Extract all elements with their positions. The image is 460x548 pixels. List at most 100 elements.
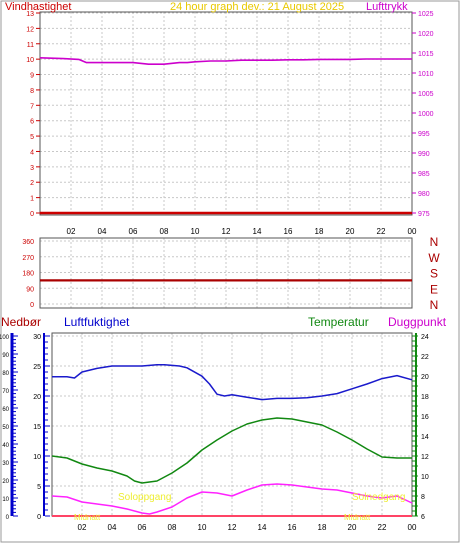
top-panel-x-tick-label: 16 (284, 227, 293, 236)
bottom-panel-x-tick-label: 10 (198, 523, 207, 532)
compass-label: N (430, 298, 439, 312)
temperature-tick-label: 18 (421, 394, 429, 401)
wind-speed-tick-label: 7 (30, 103, 34, 110)
rain-tick-label: 100 (0, 335, 10, 341)
wind-speed-tick-label: 11 (27, 42, 34, 49)
bottom-panel-x-tick-label: 06 (138, 523, 147, 532)
pressure-tick-label: 1015 (418, 51, 434, 58)
bottom-panel-x-tick-label: 20 (348, 523, 357, 532)
pressure-line (39, 57, 412, 65)
temperature-tick-label: 12 (421, 454, 429, 461)
dewpoint-line (51, 483, 413, 515)
pressure-tick-label: 990 (418, 151, 430, 158)
bottom-panel-x-tick-label: 16 (288, 523, 297, 532)
humidity-tick-label: 0 (37, 514, 41, 521)
wind-speed-tick-label: 12 (26, 26, 34, 33)
humidity-tick-label: 20 (33, 394, 41, 401)
wind-speed-tick-label: 13 (26, 11, 34, 18)
top-panel-axes: 0123456789101112139759809859909951000100… (26, 11, 433, 236)
bottom-panel-x-tick-label: 04 (108, 523, 117, 532)
wind-speed-tick-label: 6 (30, 119, 34, 126)
humidity-tick-label: 10 (33, 454, 41, 461)
chart-title: 24 hour graph dev.: 21 August 2025 (170, 1, 344, 13)
humidity-tick-label: 30 (33, 334, 41, 341)
rain-tick-label: 70 (2, 389, 9, 395)
pressure-tick-label: 980 (418, 191, 430, 198)
rain-tick-label: 50 (2, 425, 9, 431)
compass-label: E (430, 282, 438, 296)
top-panel-x-tick-label: 08 (160, 227, 169, 236)
compass-label: W (428, 251, 440, 265)
wind-speed-tick-label: 9 (30, 73, 34, 80)
wind-speed-tick-label: 2 (30, 180, 34, 187)
pressure-tick-label: 1020 (418, 31, 434, 38)
wind-speed-tick-label: 8 (30, 88, 34, 95)
pressure-tick-label: 995 (418, 131, 430, 138)
pressure-tick-label: 1005 (418, 91, 434, 98)
rain-tick-label: 90 (2, 353, 9, 359)
bottom-panel-x-tick-label: 12 (228, 523, 237, 532)
wind-speed-tick-label: 5 (30, 134, 34, 141)
rain-tick-label: 40 (2, 443, 9, 449)
humidity-line (52, 364, 413, 401)
pressure-axis-label: Lufttrykk (366, 1, 408, 13)
top-panel-x-tick-label: 22 (377, 227, 386, 236)
dewpoint-axis-label: Duggpunkt (388, 315, 447, 329)
temperature-tick-label: 16 (421, 414, 429, 421)
wind-direction-grid (40, 238, 413, 308)
bottom-panel-x-tick-label: 14 (258, 523, 267, 532)
humidity-axis-label: Luftfuktighet (64, 315, 130, 329)
direction-tick-label: 90 (26, 286, 34, 293)
sunrise-label: Soloppgang (118, 492, 171, 503)
pressure-tick-label: 1010 (418, 71, 434, 78)
wind-speed-tick-label: 4 (30, 149, 34, 156)
humidity-tick-label: 5 (37, 484, 41, 491)
wind-speed-tick-label: 0 (30, 211, 34, 218)
wind-speed-tick-label: 10 (26, 57, 34, 64)
temperature-tick-label: 10 (421, 474, 429, 481)
midnight-label-left: Midnatt (74, 513, 101, 522)
temperature-tick-label: 8 (421, 494, 425, 501)
pressure-tick-label: 975 (418, 211, 430, 218)
sunset-label: Solnedgang (352, 492, 405, 503)
wind-speed-axis-label: Vindhastighet (5, 1, 71, 13)
rain-axis-label: Nedbør (1, 315, 41, 329)
top-panel-x-tick-label: 02 (67, 227, 76, 236)
pressure-tick-label: 1000 (418, 111, 434, 118)
humidity-tick-label: 15 (33, 424, 41, 431)
humidity-tick-label: 25 (33, 364, 41, 371)
bottom-panel-x-tick-label: 00 (408, 523, 417, 532)
top-panel-x-tick-label: 10 (191, 227, 200, 236)
bottom-panel-x-tick-label: 08 (168, 523, 177, 532)
temperature-tick-label: 14 (421, 434, 429, 441)
temperature-axis-label: Temperatur (308, 315, 369, 329)
bottom-panel-series (51, 364, 413, 517)
rain-tick-label: 30 (2, 461, 9, 467)
rain-tick-label: 80 (2, 371, 9, 377)
rain-tick-label: 0 (6, 515, 10, 521)
rain-tick-label: 10 (2, 497, 9, 503)
top-panel-series (39, 57, 412, 215)
bottom-panel-x-tick-label: 02 (78, 523, 87, 532)
compass-label: S (430, 267, 438, 281)
top-panel-x-tick-label: 18 (315, 227, 324, 236)
top-panel-x-tick-label: 12 (222, 227, 231, 236)
top-panel-x-tick-label: 14 (253, 227, 262, 236)
temperature-tick-label: 24 (421, 334, 429, 341)
direction-tick-label: 360 (22, 239, 34, 246)
rain-tick-label: 20 (2, 479, 9, 485)
direction-tick-label: 0 (30, 302, 34, 309)
pressure-tick-label: 1025 (418, 11, 434, 18)
midnight-label-right: Midnatt (344, 513, 371, 522)
wind-speed-tick-label: 1 (30, 196, 34, 203)
temperature-tick-label: 6 (421, 514, 425, 521)
wind-direction-frame (39, 237, 413, 309)
top-panel-x-tick-label: 06 (129, 227, 138, 236)
bottom-panel-x-tick-label: 22 (378, 523, 387, 532)
temperature-tick-label: 20 (421, 374, 429, 381)
compass-label: N (430, 235, 439, 249)
pressure-tick-label: 985 (418, 171, 430, 178)
